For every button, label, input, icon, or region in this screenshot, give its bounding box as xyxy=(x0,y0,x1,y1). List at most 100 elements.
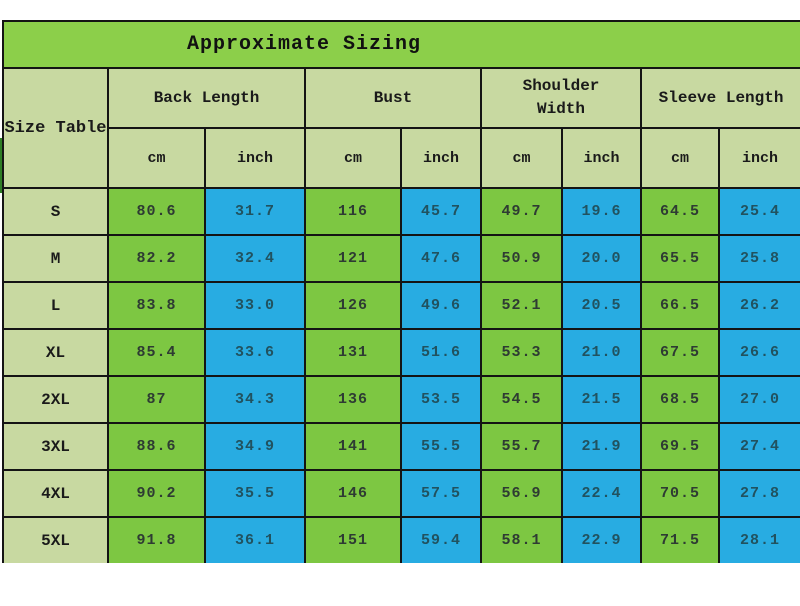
table-title: Approximate Sizing xyxy=(186,33,422,56)
inch-value-cell: 21.0 xyxy=(561,328,642,377)
table-row: 5XL 91.8 36.1 151 59.4 58.1 22.9 71.5 28.1 xyxy=(2,516,800,563)
inch-value-cell: 19.6 xyxy=(561,187,642,236)
inch-value-cell: 21.5 xyxy=(561,375,642,424)
cm-value-cell: 121 xyxy=(304,234,402,283)
table-row: M 82.2 32.4 121 47.6 50.9 20.0 65.5 25.8 xyxy=(2,234,800,283)
column-group-sleeve-length: Sleeve Length xyxy=(639,67,800,129)
size-table-corner-label: Size Table xyxy=(2,67,109,189)
unit-header-cm: cm xyxy=(107,127,206,188)
cm-value-cell: 82.2 xyxy=(107,234,206,283)
inch-value-cell: 57.5 xyxy=(400,469,482,518)
cm-value-cell: 49.7 xyxy=(480,187,563,236)
cm-value-cell: 116 xyxy=(304,187,402,236)
inch-value-cell: 28.1 xyxy=(717,516,800,563)
size-label: 3XL xyxy=(2,422,109,471)
inch-value-cell: 34.9 xyxy=(204,422,306,471)
inch-value-cell: 27.0 xyxy=(717,375,800,424)
unit-header-inch: inch xyxy=(561,127,642,188)
unit-header-cm: cm xyxy=(480,127,563,188)
inch-value-cell: 20.0 xyxy=(561,234,642,283)
cm-value-cell: 141 xyxy=(304,422,402,471)
cm-value-cell: 71.5 xyxy=(640,516,720,563)
cm-value-cell: 68.5 xyxy=(640,375,720,424)
cm-value-cell: 67.5 xyxy=(640,328,720,377)
size-label: 2XL xyxy=(2,375,109,424)
cm-value-cell: 50.9 xyxy=(480,234,563,283)
inch-value-cell: 33.0 xyxy=(204,281,306,330)
cm-value-cell: 90.2 xyxy=(107,469,206,518)
table-row: 4XL 90.2 35.5 146 57.5 56.9 22.4 70.5 27.8 xyxy=(2,469,800,518)
size-label: 4XL xyxy=(2,469,109,518)
size-label: L xyxy=(2,281,109,330)
cm-value-cell: 64.5 xyxy=(640,187,720,236)
unit-header-inch: inch xyxy=(717,127,800,188)
inch-value-cell: 53.5 xyxy=(400,375,482,424)
unit-header-cm: cm xyxy=(640,127,720,188)
table-row: XL 85.4 33.6 131 51.6 53.3 21.0 67.5 26.6 xyxy=(2,328,800,377)
inch-value-cell: 34.3 xyxy=(204,375,306,424)
inch-value-cell: 31.7 xyxy=(204,187,306,236)
inch-value-cell: 25.4 xyxy=(717,187,800,236)
inch-value-cell: 35.5 xyxy=(204,469,306,518)
table-row: L 83.8 33.0 126 49.6 52.1 20.5 66.5 26.2 xyxy=(2,281,800,330)
inch-value-cell: 22.4 xyxy=(561,469,642,518)
cm-value-cell: 85.4 xyxy=(107,328,206,377)
inch-value-cell: 25.8 xyxy=(717,234,800,283)
column-group-bust: Bust xyxy=(304,67,482,129)
group-header-row: Size Table Back Length Bust Shoulder Wid… xyxy=(2,67,800,189)
table-body: S 80.6 31.7 116 45.7 49.7 19.6 64.5 25.4 M 82.2 32.… xyxy=(2,187,800,563)
inch-value-cell: 49.6 xyxy=(400,281,482,330)
inch-value-cell: 51.6 xyxy=(400,328,482,377)
title-row: Approximate Sizing xyxy=(1,20,800,69)
unit-header-inch: inch xyxy=(400,127,482,188)
shoulder-width-label: Shoulder Width xyxy=(522,76,600,118)
cm-value-cell: 136 xyxy=(304,375,402,424)
cm-value-cell: 58.1 xyxy=(480,516,563,563)
inch-value-cell: 33.6 xyxy=(204,328,306,377)
cm-value-cell: 88.6 xyxy=(107,422,206,471)
unit-header-cm: cm xyxy=(304,127,402,188)
cm-value-cell: 146 xyxy=(304,469,402,518)
column-group-back-length: Back Length xyxy=(107,67,306,129)
column-group-shoulder-width: Shoulder Width xyxy=(480,67,642,129)
left-edge-artifact xyxy=(0,138,4,193)
inch-value-cell: 26.6 xyxy=(717,328,800,377)
cm-value-cell: 55.7 xyxy=(480,422,563,471)
size-label: 5XL xyxy=(2,516,109,563)
cm-value-cell: 83.8 xyxy=(107,281,206,330)
inch-value-cell: 21.9 xyxy=(561,422,642,471)
cm-value-cell: 87 xyxy=(107,375,206,424)
inch-value-cell: 27.4 xyxy=(717,422,800,471)
inch-value-cell: 32.4 xyxy=(204,234,306,283)
cm-value-cell: 66.5 xyxy=(640,281,720,330)
inch-value-cell: 22.9 xyxy=(561,516,642,563)
table-row: 2XL 87 34.3 136 53.5 54.5 21.5 68.5 27.0 xyxy=(2,375,800,424)
cm-value-cell: 151 xyxy=(304,516,402,563)
inch-value-cell: 47.6 xyxy=(400,234,482,283)
table-row: S 80.6 31.7 116 45.7 49.7 19.6 64.5 25.4 xyxy=(2,187,800,236)
inch-value-cell: 27.8 xyxy=(717,469,800,518)
size-label: S xyxy=(2,187,109,236)
cm-value-cell: 70.5 xyxy=(640,469,720,518)
cm-value-cell: 53.3 xyxy=(480,328,563,377)
inch-value-cell: 55.5 xyxy=(400,422,482,471)
cm-value-cell: 126 xyxy=(304,281,402,330)
size-label: M xyxy=(2,234,109,283)
cm-value-cell: 56.9 xyxy=(480,469,563,518)
table-row: 3XL 88.6 34.9 141 55.5 55.7 21.9 69.5 27.4 xyxy=(2,422,800,471)
cm-value-cell: 131 xyxy=(304,328,402,377)
inch-value-cell: 26.2 xyxy=(717,281,800,330)
size-label: XL xyxy=(2,328,109,377)
cm-value-cell: 54.5 xyxy=(480,375,563,424)
inch-value-cell: 59.4 xyxy=(400,516,482,563)
cm-value-cell: 91.8 xyxy=(107,516,206,563)
inch-value-cell: 45.7 xyxy=(400,187,482,236)
cm-value-cell: 69.5 xyxy=(640,422,720,471)
unit-header-row: cm inch cm inch cm inch cm inch xyxy=(3,127,800,188)
sizing-table: Approximate Sizing Size Table Back Lengt… xyxy=(1,20,800,563)
table-title-cell: Approximate Sizing xyxy=(1,20,800,69)
cm-value-cell: 52.1 xyxy=(480,281,563,330)
inch-value-cell: 20.5 xyxy=(561,281,642,330)
unit-header-inch: inch xyxy=(204,127,306,188)
